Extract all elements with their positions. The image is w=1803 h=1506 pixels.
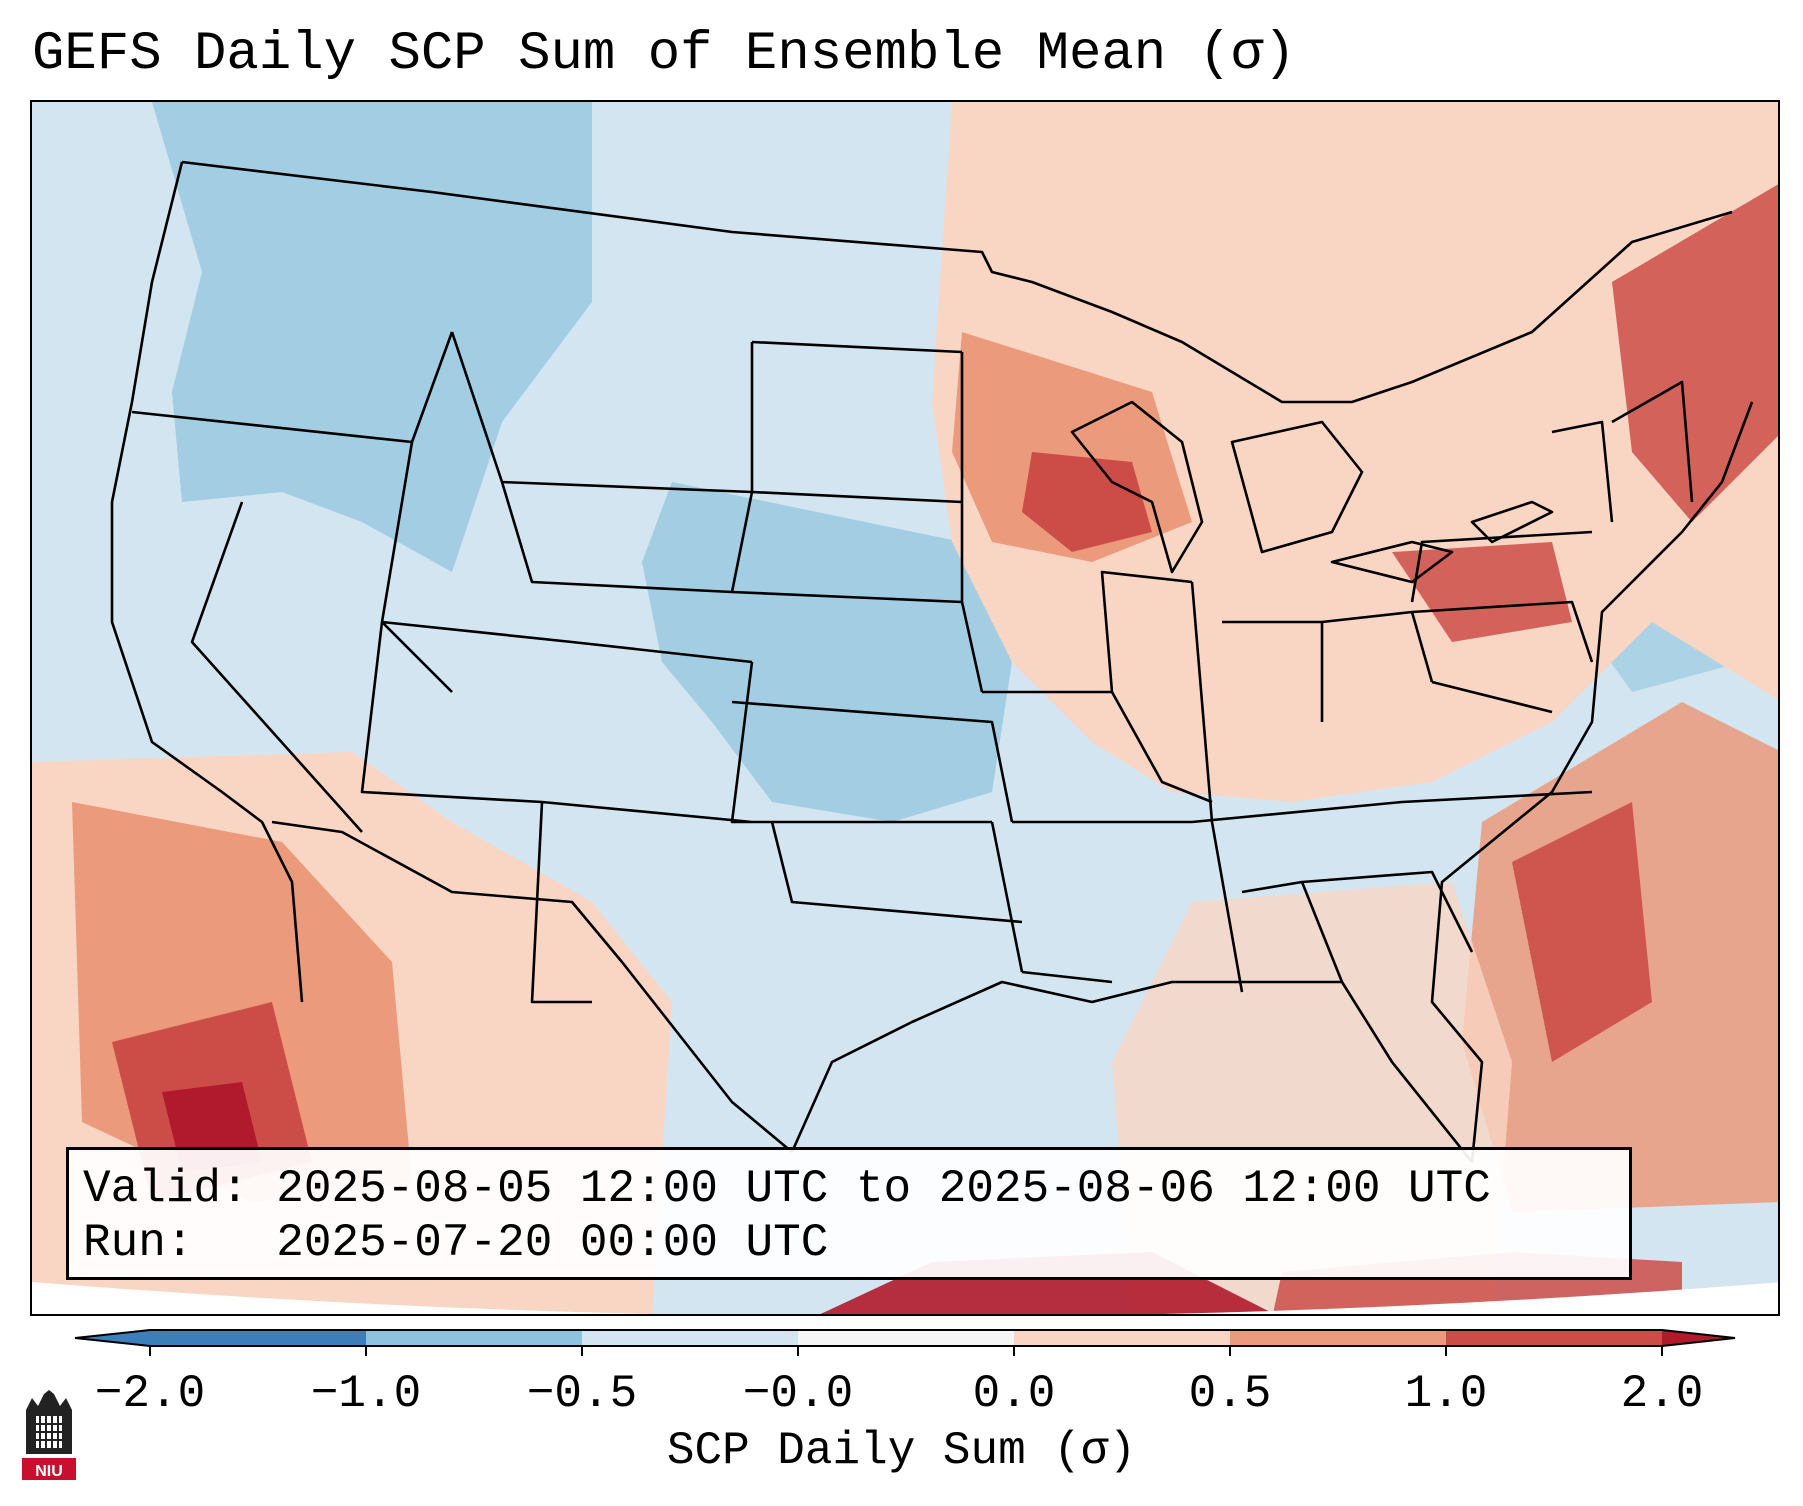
field-patch-strong-newengland	[1612, 184, 1778, 522]
run-value: 2025-07-20 00:00 UTC	[276, 1217, 829, 1269]
colorbar-tick-label: −0.0	[742, 1368, 854, 1420]
colorbar-extend-high	[1662, 1330, 1735, 1346]
chart-title: GEFS Daily SCP Sum of Ensemble Mean (σ)	[32, 24, 1296, 85]
colorbar-tick-label: 1.0	[1404, 1368, 1488, 1420]
colorbar-label: SCP Daily Sum (σ)	[666, 1425, 1137, 1477]
colorbar-segment	[1230, 1330, 1446, 1346]
great-lakes	[1070, 400, 1554, 584]
logo-text: NIU	[35, 1463, 63, 1480]
colorbar-extend-low	[75, 1330, 150, 1346]
field-patch-strong-pennsylvania	[1392, 542, 1572, 642]
colorbar-segment	[366, 1330, 582, 1346]
state-lines-central	[731, 340, 1213, 984]
state-lines-west	[131, 331, 1023, 1004]
valid-value: 2025-08-05 12:00 UTC to 2025-08-06 12:00…	[276, 1163, 1491, 1215]
colorbar-tick-label: 0.5	[1188, 1368, 1272, 1420]
colorbar-tick-label: 2.0	[1620, 1368, 1704, 1420]
us-canada-border	[181, 160, 1733, 404]
state-lines-east	[1190, 380, 1694, 993]
colorbar-tick-marks	[149, 1346, 1663, 1356]
colorbar	[74, 1329, 1736, 1356]
field-patch-blue-plains	[642, 482, 1012, 822]
logo-badge	[22, 1458, 76, 1480]
state-borders	[110, 160, 1754, 1163]
us-west-coast	[110, 161, 304, 1003]
colorbar-tick-label: −2.0	[94, 1368, 206, 1420]
map-svg	[32, 102, 1778, 1314]
projection-edge-mask	[32, 1282, 1778, 1314]
us-mexico-border	[271, 820, 793, 1153]
valid-run-infobox: Valid: 2025-08-05 12:00 UTC to 2025-08-0…	[66, 1147, 1632, 1280]
field-patch-strong-atlantic	[1512, 802, 1652, 1062]
colorbar-segment	[1014, 1330, 1230, 1346]
colorbar-segments	[74, 1329, 1736, 1347]
colorbar-tick-label: 0.0	[972, 1368, 1056, 1420]
atlantic-coast	[1430, 401, 1754, 1163]
valid-label: Valid:	[83, 1163, 249, 1215]
colorbar-segment	[1446, 1330, 1662, 1346]
colorbar-segment	[150, 1330, 366, 1346]
field-patch-blue-northwest	[152, 102, 592, 572]
field-patch-positive-northeast	[932, 102, 1778, 802]
colorbar-segment	[582, 1330, 798, 1346]
field-patch-strong-wisconsin	[1022, 452, 1152, 552]
gulf-coast	[790, 980, 1474, 1163]
niu-logo: NIU	[22, 1390, 76, 1480]
colorbar-tick-label: −0.5	[526, 1368, 638, 1420]
map-panel	[30, 100, 1780, 1316]
scp-field	[32, 102, 1778, 1314]
colorbar-tick-label: −1.0	[310, 1368, 422, 1420]
colorbar-segment	[798, 1330, 1014, 1346]
run-label: Run:	[83, 1217, 194, 1269]
